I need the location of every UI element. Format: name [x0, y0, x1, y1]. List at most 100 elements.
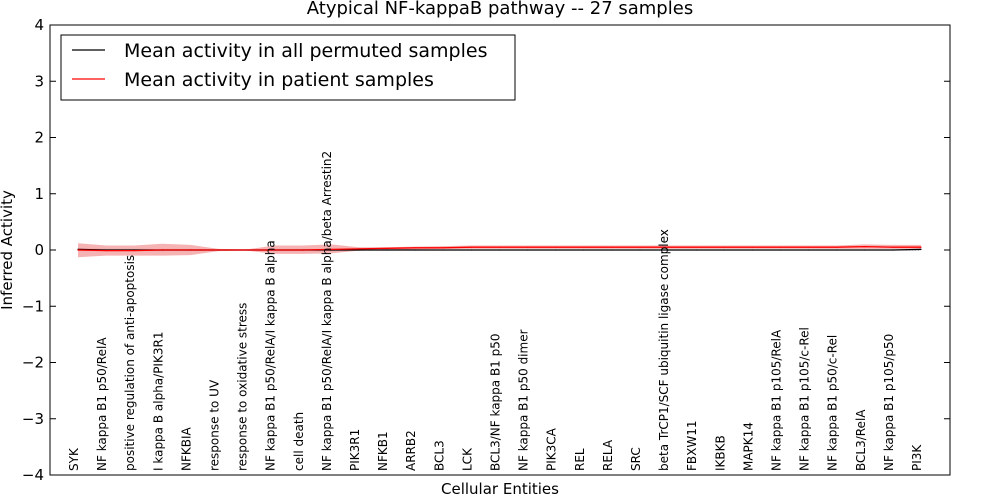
category-label: NF kappa B1 p50/RelA/I kappa B alpha [264, 240, 278, 471]
y-tick-label: −3 [22, 410, 44, 428]
data-point-s1-26 [808, 246, 810, 248]
data-point-s1-2 [133, 250, 135, 252]
data-point-s0-12 [414, 249, 416, 251]
category-label: NF kappa B1 p50/RelA/I kappa B alpha/bet… [320, 151, 334, 471]
data-point-s0-19 [611, 249, 613, 251]
data-point-s1-3 [161, 249, 163, 251]
data-point-s1-22 [695, 246, 697, 248]
category-label: ARRB2 [404, 430, 418, 471]
category-label: BCL3 [432, 440, 446, 471]
data-point-s1-16 [527, 246, 529, 248]
category-label: FBXW11 [685, 421, 699, 472]
category-label: RELA [601, 439, 615, 471]
category-label: response to oxidative stress [236, 303, 250, 471]
x-axis-label: Cellular Entities [441, 480, 559, 498]
category-label: MAPK14 [741, 422, 755, 471]
category-label: IKBKB [713, 435, 727, 471]
data-point-s1-20 [639, 246, 641, 248]
data-point-s0-28 [864, 249, 866, 251]
data-point-s1-24 [751, 246, 754, 248]
y-tick-label: 1 [34, 185, 44, 203]
category-label: beta TrCP1/SCF ubiquitin ligase complex [657, 229, 671, 471]
y-tick-label: 3 [34, 72, 44, 90]
category-label: NF kappa B1 p105/c-Rel [798, 327, 812, 471]
data-point-s1-19 [611, 246, 613, 248]
category-label: PIK3CA [545, 427, 559, 471]
data-point-s1-29 [892, 246, 894, 248]
y-axis-label: Inferred Activity [0, 190, 16, 310]
data-point-s1-28 [864, 246, 866, 248]
data-point-s0-11 [386, 249, 388, 251]
data-point-s1-23 [723, 246, 725, 248]
data-point-s1-10 [358, 248, 360, 250]
data-point-s1-18 [583, 246, 585, 248]
legend-label-patient: Mean activity in patient samples [124, 69, 434, 91]
data-point-s0-26 [808, 249, 810, 251]
data-point-s1-11 [386, 247, 388, 249]
data-point-s1-0 [77, 249, 79, 251]
category-label: NF kappa B1 p105/p50 [882, 334, 896, 471]
category-label: NFKB1 [376, 431, 390, 471]
category-label: NF kappa B1 p105/RelA [770, 329, 784, 471]
data-point-s1-1 [105, 250, 107, 252]
data-point-s0-16 [527, 249, 529, 251]
category-label: PI3K [910, 444, 924, 471]
chart-title: Atypical NF-kappaB pathway -- 27 samples [307, 0, 693, 19]
data-point-s1-8 [302, 249, 304, 251]
data-point-s0-10 [358, 249, 360, 251]
y-tick-label: −2 [22, 354, 44, 372]
category-label: cell death [292, 412, 306, 471]
data-point-s1-14 [470, 246, 472, 248]
category-label: NF kappa B1 p50/RelA [95, 337, 109, 471]
category-label: NF kappa B1 p50/c-Rel [826, 335, 840, 471]
category-label: BCL3/RelA [854, 409, 868, 471]
data-point-s1-6 [246, 249, 248, 251]
data-point-s0-15 [498, 249, 501, 251]
data-point-s1-30 [920, 246, 922, 248]
data-point-s0-27 [836, 249, 838, 251]
data-point-s1-12 [414, 247, 416, 249]
data-point-s1-13 [442, 247, 444, 249]
y-tick-label: −1 [22, 297, 44, 315]
category-label: SRC [629, 447, 643, 471]
data-point-s0-14 [470, 249, 472, 251]
category-label: NFKBIA [179, 426, 193, 471]
category-label: positive regulation of anti-apoptosis [123, 255, 137, 471]
data-point-s0-29 [892, 249, 894, 251]
data-point-s0-30 [920, 248, 922, 250]
data-point-s1-27 [836, 246, 838, 248]
series-lines [77, 245, 922, 252]
category-label: BCL3/NF kappa B1 p50 [489, 333, 503, 471]
data-point-s1-7 [274, 249, 276, 251]
legend: Mean activity in all permuted samples Me… [60, 34, 516, 101]
data-point-s0-17 [555, 249, 557, 251]
y-tick-label: 4 [34, 16, 44, 34]
data-point-s1-9 [330, 248, 332, 250]
data-point-s1-15 [498, 246, 501, 248]
category-label: NF kappa B1 p50 dimer [517, 329, 531, 471]
data-point-s0-25 [779, 249, 782, 251]
category-label: SYK [67, 447, 81, 471]
y-axis: −4 −3 −2 −1 0 1 2 3 4 [22, 16, 950, 484]
data-point-s1-5 [217, 249, 220, 251]
legend-label-permuted: Mean activity in all permuted samples [124, 40, 487, 62]
category-label: PIK3R1 [348, 429, 362, 471]
legend-box [60, 34, 516, 101]
data-point-s1-21 [667, 246, 669, 248]
data-point-s1-17 [555, 246, 557, 248]
category-label: response to UV [208, 379, 222, 471]
y-tick-label: 2 [34, 129, 44, 147]
y-tick-label: −4 [22, 466, 44, 484]
data-point-s0-20 [639, 249, 641, 251]
data-point-s1-4 [189, 249, 191, 251]
data-point-s0-24 [751, 249, 754, 251]
data-point-s0-22 [695, 249, 697, 251]
data-point-s0-18 [583, 249, 585, 251]
category-label: REL [573, 448, 587, 471]
category-label: I kappa B alpha/PIK3R1 [151, 332, 165, 471]
data-point-s0-23 [723, 249, 725, 251]
category-labels: SYK NF kappa B1 p50/RelA positive regulati… [67, 151, 924, 471]
data-point-s0-13 [442, 249, 444, 251]
data-point-s0-21 [667, 249, 669, 251]
